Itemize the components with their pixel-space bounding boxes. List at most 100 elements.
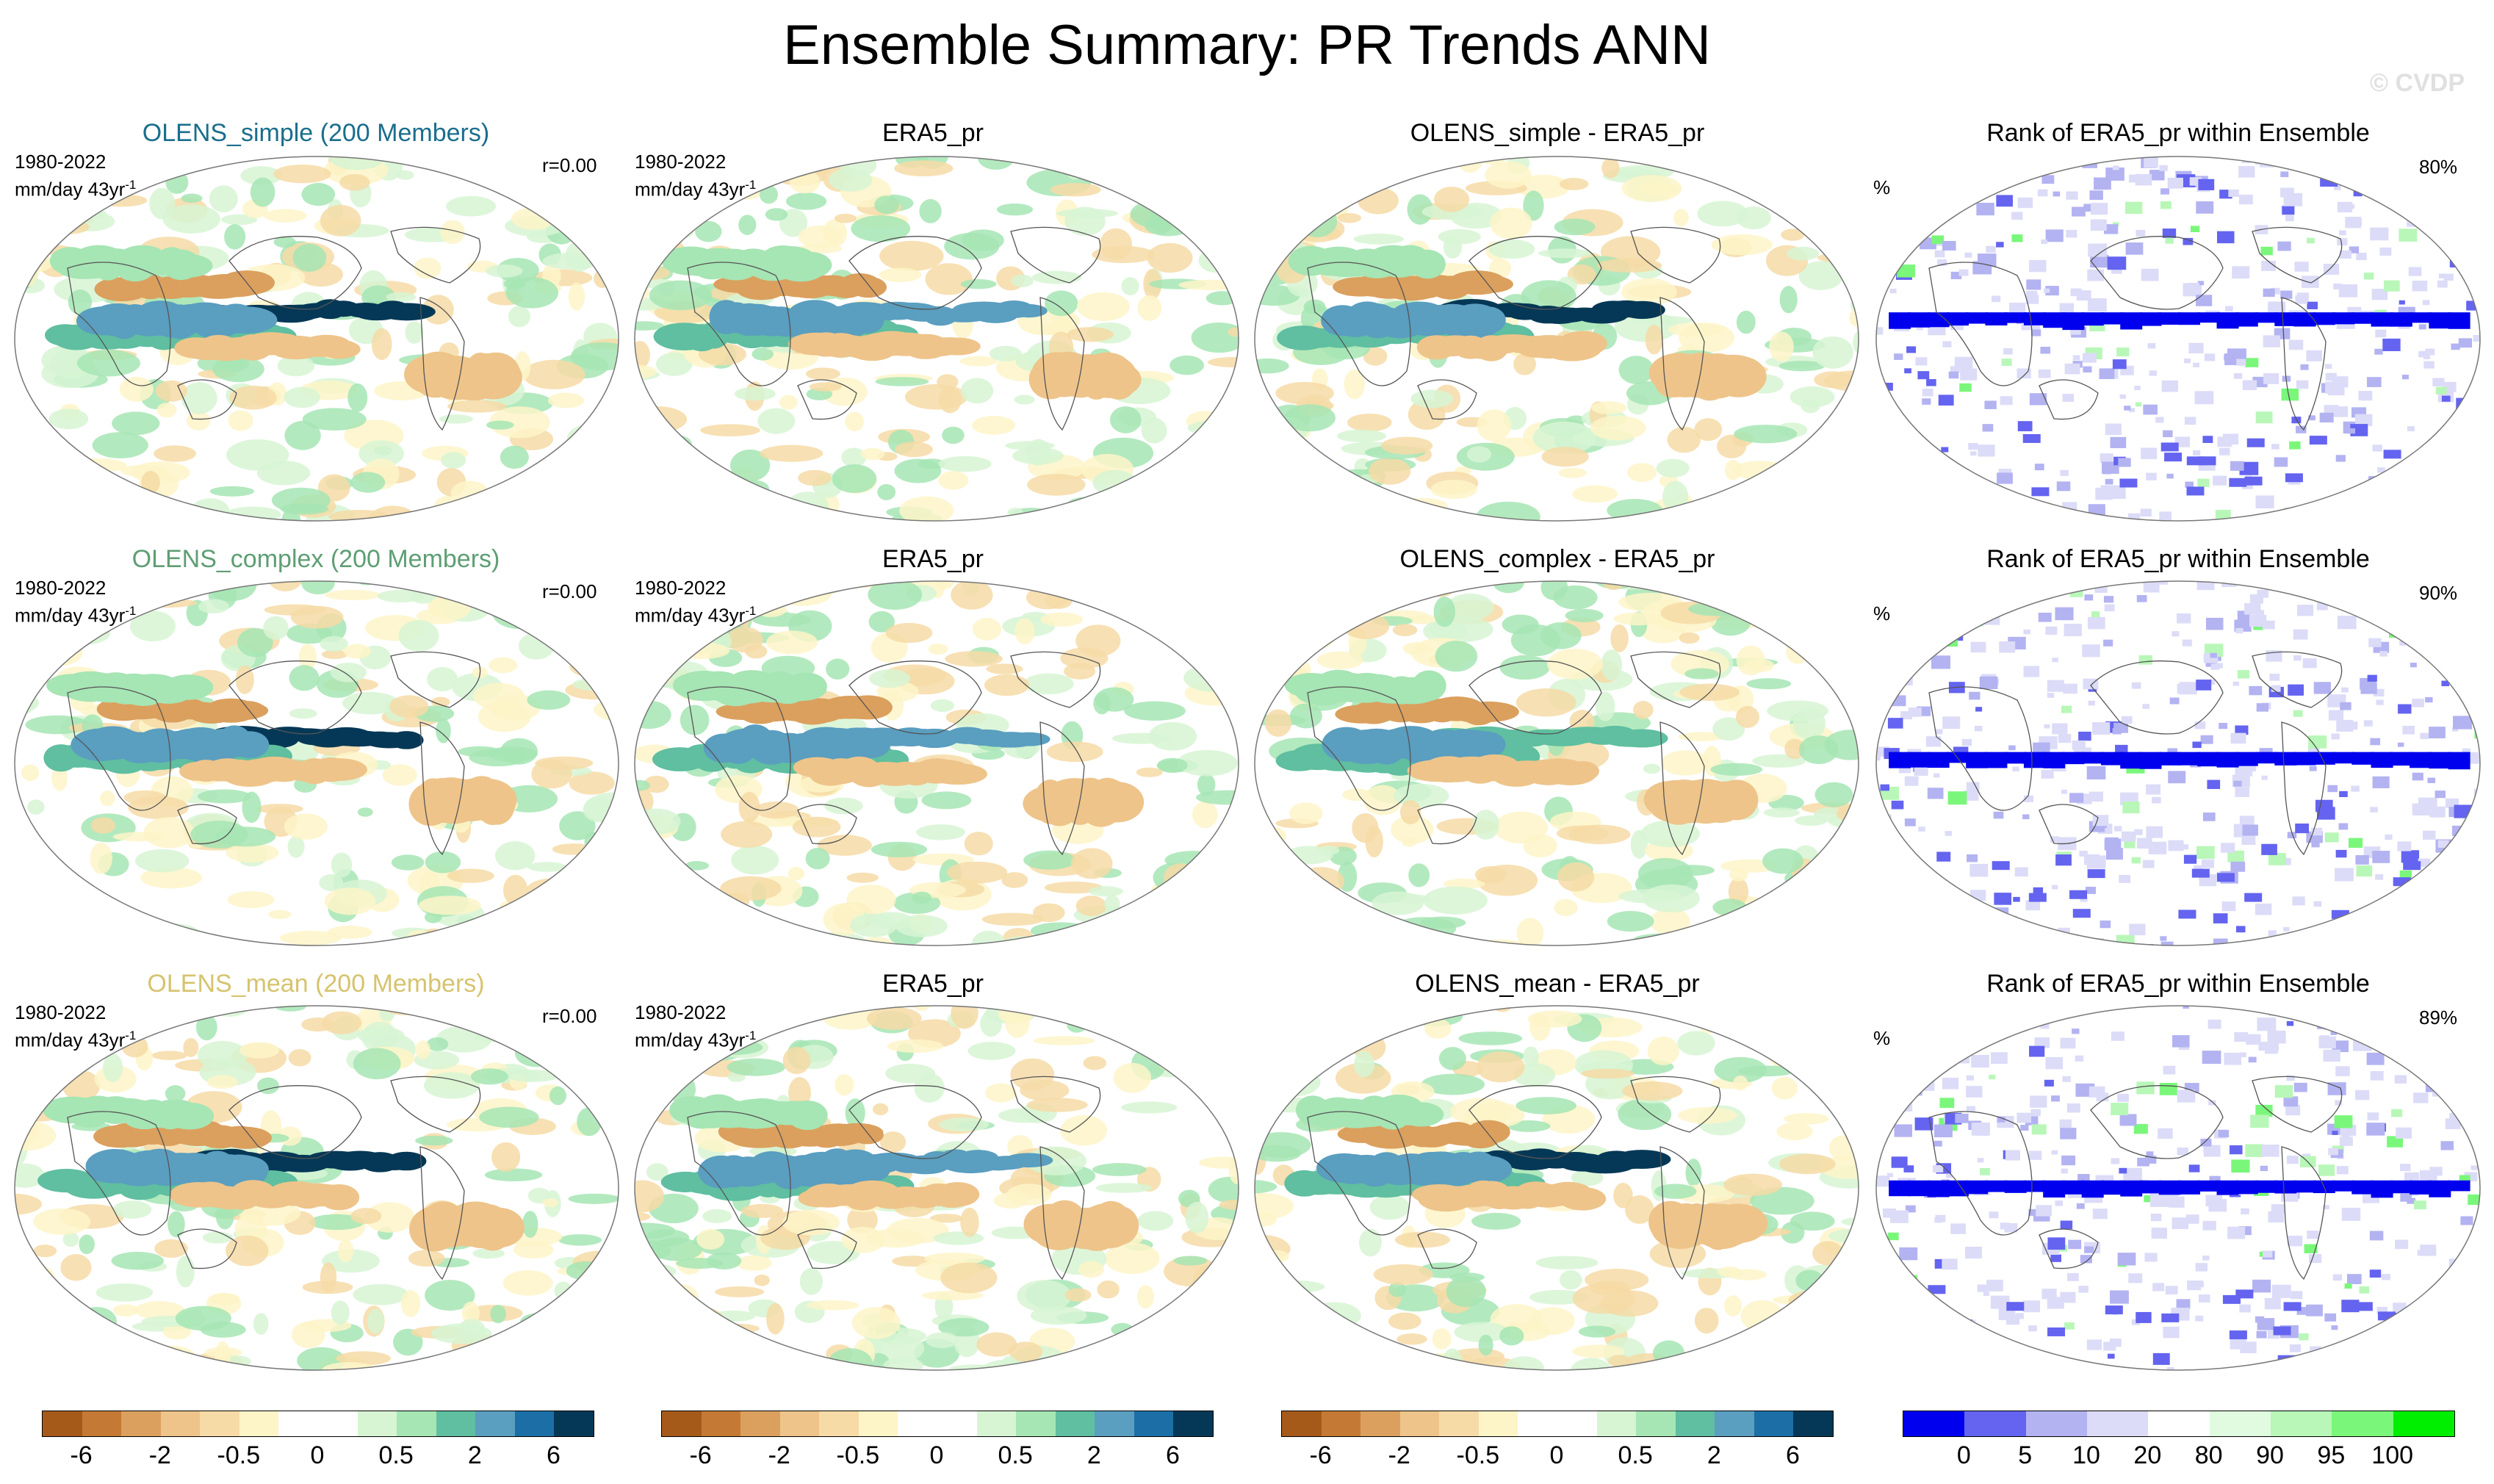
field-blob xyxy=(868,581,923,610)
rank-cell xyxy=(1876,214,1889,224)
coastline xyxy=(390,1076,481,1133)
field-blob xyxy=(1490,207,1532,239)
field-blob xyxy=(1471,306,1506,334)
field-blob xyxy=(1111,1322,1134,1336)
rank-cell xyxy=(2306,1304,2323,1316)
rank-cell xyxy=(2192,741,2202,749)
rank-cell xyxy=(2194,391,2214,405)
field-blob xyxy=(580,1006,619,1027)
rank-cell xyxy=(2269,673,2280,681)
field-blob xyxy=(1521,280,1576,313)
field-blob xyxy=(1319,1023,1363,1041)
field-blob xyxy=(1591,401,1627,414)
rank-cell xyxy=(2084,1246,2094,1253)
field-blob xyxy=(15,876,65,898)
rank-cell xyxy=(2030,1109,2041,1117)
field-blob xyxy=(1264,709,1292,737)
field-blob xyxy=(635,414,663,434)
field-blob xyxy=(1060,1114,1108,1146)
field-blob xyxy=(937,374,959,390)
rank-cell xyxy=(2136,1311,2152,1323)
field-blob xyxy=(1784,738,1805,760)
field-blob xyxy=(224,224,246,250)
field-blob xyxy=(635,865,646,896)
coastline xyxy=(2252,1076,2343,1133)
rank-cell xyxy=(1886,173,1900,183)
rank-cell xyxy=(2213,475,2227,486)
field-blob xyxy=(371,328,392,361)
field-blob xyxy=(635,913,679,932)
rank-cell xyxy=(2293,629,2308,640)
field-blob xyxy=(566,1006,584,1021)
rank-cell xyxy=(2239,1304,2251,1313)
field-blob xyxy=(1697,201,1748,227)
field-blob xyxy=(165,1102,215,1130)
field-blob xyxy=(1092,245,1156,264)
rank-cell xyxy=(2459,226,2479,239)
rank-cell xyxy=(1976,1018,1987,1026)
rank-cell xyxy=(2147,343,2156,349)
field-blob xyxy=(585,637,617,668)
colorbar-box xyxy=(2332,1411,2393,1436)
rank-cell xyxy=(2318,1164,2335,1176)
field-blob xyxy=(1694,418,1723,442)
field-blob xyxy=(1197,773,1216,796)
rank-cell xyxy=(2448,752,2470,770)
colorbar-box xyxy=(357,1411,397,1436)
rank-cell xyxy=(1917,949,1928,951)
rank-cell xyxy=(2308,735,2327,749)
rank-cell xyxy=(2370,227,2389,241)
field-blob xyxy=(591,1046,619,1059)
coastline xyxy=(177,379,237,420)
percent-symbol: % xyxy=(1873,1027,1891,1049)
field-blob xyxy=(1835,1273,1856,1283)
rank-cell xyxy=(2072,355,2080,361)
colorbar-tick-label: 2 xyxy=(1086,1441,1101,1469)
field-blob xyxy=(46,918,73,945)
field-blob xyxy=(1121,277,1139,296)
rank-cell xyxy=(2026,279,2041,290)
field-blob xyxy=(635,779,651,791)
field-blob xyxy=(511,207,555,230)
rank-cell xyxy=(1911,1016,1930,1029)
field-blob xyxy=(90,842,112,874)
rank-cell xyxy=(1876,415,1878,421)
rank-cell xyxy=(2128,174,2141,183)
rank-cell xyxy=(2061,705,2072,713)
rank-cell xyxy=(2204,353,2216,361)
rank-cell xyxy=(2368,938,2376,944)
rank-cell xyxy=(1897,480,1904,486)
rank-cell xyxy=(2446,518,2465,521)
field-blob xyxy=(1547,649,1604,680)
field-blob xyxy=(1804,1305,1829,1315)
field-blob xyxy=(1457,156,1483,173)
rank-cell xyxy=(2449,258,2464,268)
field-blob xyxy=(473,682,525,710)
rank-cell xyxy=(2245,1144,2264,1157)
field-blob xyxy=(1014,156,1066,159)
field-blob xyxy=(162,1323,192,1340)
field-blob xyxy=(635,1065,669,1078)
field-blob xyxy=(322,1011,362,1034)
rank-cell xyxy=(2028,1325,2037,1332)
field-blob xyxy=(1559,1186,1607,1211)
field-blob xyxy=(1618,356,1654,384)
rank-cell xyxy=(2149,370,2158,376)
field-blob xyxy=(1157,757,1188,774)
field-blob xyxy=(15,622,53,632)
rank-cell xyxy=(2280,171,2289,178)
field-blob xyxy=(1771,1076,1798,1100)
rank-cell xyxy=(2043,288,2050,293)
rank-cell xyxy=(2440,936,2459,945)
rank-cell xyxy=(2060,1220,2073,1230)
rank-cell xyxy=(2462,268,2474,276)
field-blob xyxy=(1790,386,1835,408)
colorbar-box xyxy=(1016,1411,1056,1436)
panel-title-model: OLENS_mean (200 Members) xyxy=(147,970,485,998)
field-blob xyxy=(1647,1036,1679,1066)
rank-cell xyxy=(2041,156,2055,166)
rank-cell xyxy=(1966,782,1980,791)
rank-cell xyxy=(2045,626,2058,635)
field-blob xyxy=(843,695,893,720)
coastline xyxy=(2281,721,2327,856)
